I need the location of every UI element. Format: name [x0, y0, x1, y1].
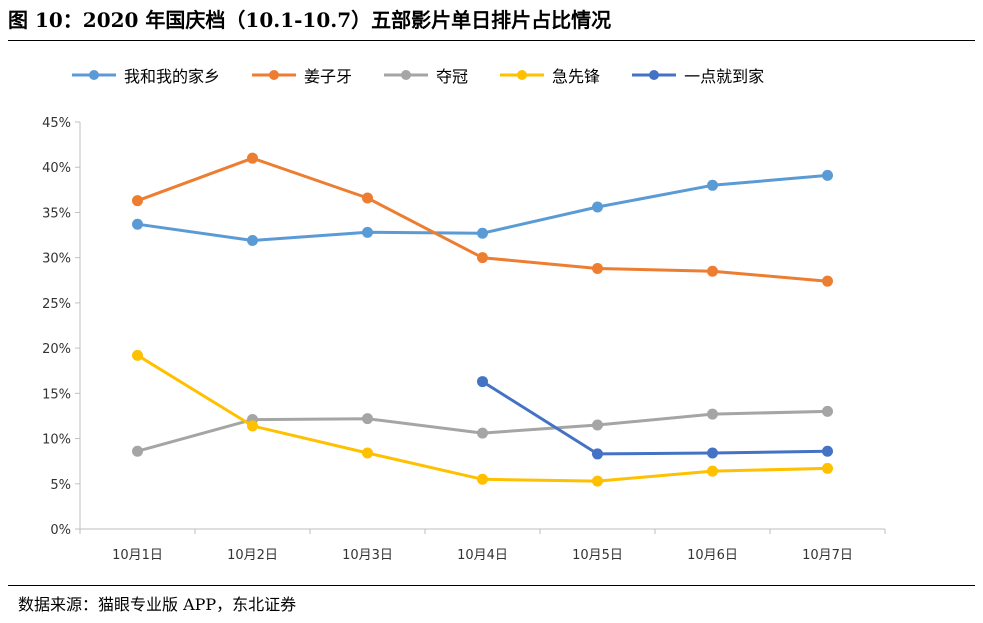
title-divider	[8, 40, 975, 41]
data-point	[477, 427, 488, 439]
series-line-4	[481, 380, 829, 456]
legend-label-yidianjiudaojia: 一点就到家	[684, 67, 765, 86]
data-point	[822, 462, 833, 474]
legend-item-yidianjiudaojia: 一点就到家	[632, 63, 764, 87]
data-point	[707, 265, 718, 277]
data-point	[247, 420, 258, 432]
data-point	[477, 473, 488, 485]
data-point	[707, 447, 718, 459]
y-tick-label: 25%	[42, 297, 71, 312]
x-tick-label: 10月2日	[227, 548, 278, 563]
data-point	[247, 152, 258, 164]
legend-swatch-duoguan	[384, 70, 429, 80]
data-point	[362, 447, 373, 459]
y-tick-label: 15%	[42, 387, 71, 402]
legend-item-duoguan: 夺冠	[384, 63, 468, 87]
data-point	[132, 349, 143, 361]
legend-swatch-jixianfeng	[500, 70, 545, 80]
data-point	[707, 179, 718, 191]
y-tick-label: 40%	[42, 161, 71, 176]
data-point	[362, 192, 373, 204]
data-point	[247, 234, 258, 246]
legend-item-jiangziya: 姜子牙	[252, 63, 352, 87]
series-line-3	[136, 353, 829, 483]
legend-label-jixianfeng: 急先锋	[552, 67, 601, 86]
data-point	[132, 218, 143, 230]
x-tick-label: 10月1日	[112, 548, 163, 563]
legend-swatch-jiangziya	[252, 70, 297, 80]
data-point	[477, 252, 488, 264]
data-point	[592, 419, 603, 431]
data-point	[362, 413, 373, 425]
x-tick-label: 10月6日	[687, 548, 738, 563]
data-point	[592, 263, 603, 275]
x-tick-label: 10月5日	[572, 548, 623, 563]
y-tick-label: 0%	[50, 523, 71, 538]
figure-title: 图 10：2020 年国庆档（10.1-10.7）五部影片单日排片占比情况	[8, 8, 612, 32]
data-point	[477, 227, 488, 239]
x-tick-label: 10月4日	[457, 548, 508, 563]
source-divider	[8, 585, 975, 586]
data-point	[362, 226, 373, 238]
data-point	[822, 275, 833, 287]
data-point	[822, 405, 833, 417]
data-point	[132, 195, 143, 207]
y-tick-label: 30%	[42, 252, 71, 267]
legend-label-home: 我和我的家乡	[124, 67, 221, 86]
data-point	[822, 445, 833, 457]
legend-label-duoguan: 夺冠	[436, 67, 469, 86]
data-point	[707, 465, 718, 477]
legend-item-jixianfeng: 急先锋	[500, 63, 600, 87]
y-tick-label: 5%	[50, 478, 71, 493]
data-point	[477, 376, 488, 388]
x-tick-label: 10月7日	[802, 548, 853, 563]
legend-item-home: 我和我的家乡	[72, 63, 220, 87]
data-point	[592, 475, 603, 487]
y-tick-label: 10%	[42, 433, 71, 448]
data-point	[132, 445, 143, 457]
y-tick-label: 35%	[42, 206, 71, 221]
data-point	[592, 201, 603, 213]
y-tick-label: 45%	[42, 116, 71, 131]
y-tick-label: 20%	[42, 342, 71, 357]
data-point	[592, 448, 603, 460]
legend-swatch-home	[72, 70, 116, 80]
x-tick-label: 10月3日	[342, 548, 393, 563]
legend-label-jiangziya: 姜子牙	[304, 67, 353, 86]
figure-source: 数据来源：猫眼专业版 APP，东北证券	[18, 595, 297, 614]
chart-legend: 我和我的家乡 姜子牙 夺冠 急先锋 一点就到家	[72, 64, 764, 86]
data-point	[822, 169, 833, 181]
data-point	[707, 408, 718, 420]
legend-swatch-yidianjiudaojia	[632, 70, 677, 80]
